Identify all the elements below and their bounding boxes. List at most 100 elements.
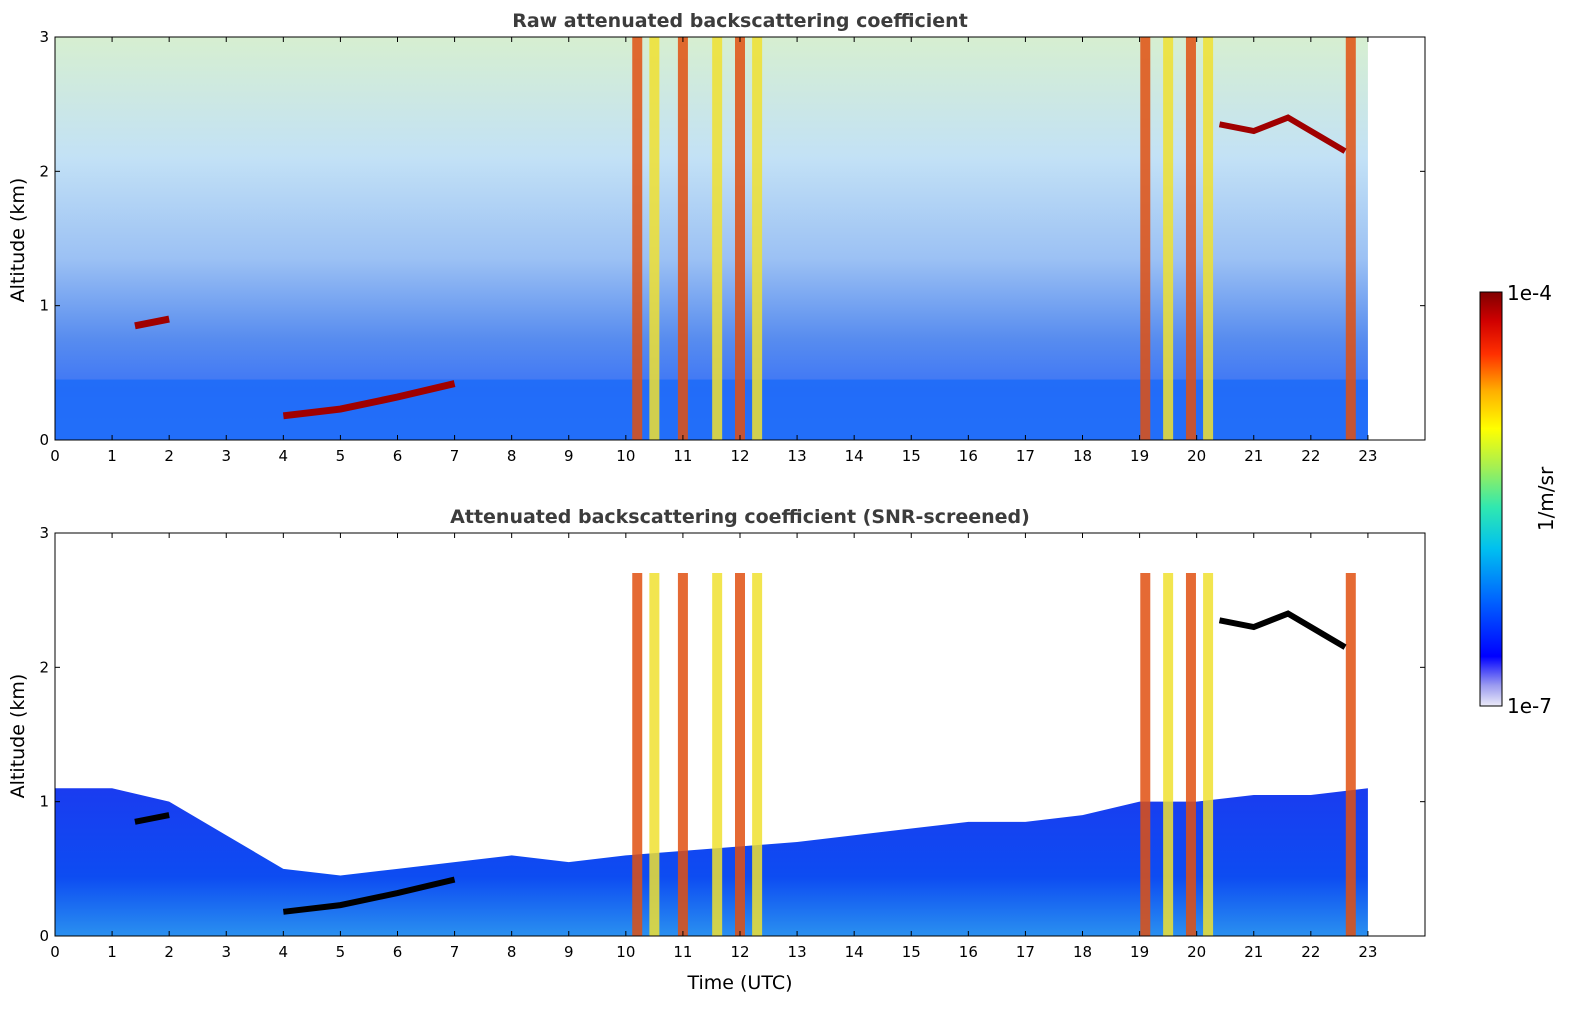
precip-column bbox=[1345, 573, 1356, 936]
colorbar-gradient bbox=[1479, 291, 1503, 707]
x-axis: 0 1 2 3 4 5 6 7 8 9 10 11 12 13 14 15 16 17 18 19 20 21 22 23 bbox=[50, 533, 1377, 961]
x-tick-label: 19 bbox=[1130, 447, 1149, 465]
precip-column bbox=[712, 573, 723, 936]
x-tick-label: 1 bbox=[107, 943, 117, 961]
x-tick-label: 4 bbox=[279, 447, 289, 465]
x-tick-label: 15 bbox=[902, 447, 921, 465]
precip-column bbox=[1345, 37, 1356, 440]
precip-column bbox=[735, 573, 745, 936]
x-tick-label: 21 bbox=[1244, 447, 1263, 465]
x-tick-label: 17 bbox=[1016, 447, 1035, 465]
x-tick-label: 9 bbox=[564, 943, 574, 961]
precip-column bbox=[1185, 573, 1196, 936]
x-tick-label: 6 bbox=[393, 943, 403, 961]
x-tick-label: 14 bbox=[845, 447, 864, 465]
precip-column bbox=[649, 573, 660, 936]
x-axis: 0 1 2 3 4 5 6 7 8 9 10 11 12 13 14 15 16 17 18 19 20 21 22 23 bbox=[50, 37, 1377, 465]
precip-column bbox=[1203, 37, 1214, 440]
cloud-layer-upper bbox=[1218, 610, 1347, 650]
x-tick-label: 9 bbox=[564, 447, 574, 465]
x-tick-label: 10 bbox=[616, 943, 635, 961]
x-tick-label: 2 bbox=[164, 447, 174, 465]
cloud-layer-upper bbox=[1218, 114, 1347, 154]
y-tick-label: 1 bbox=[39, 297, 49, 315]
colorbar-max-label: 1e-4 bbox=[1507, 281, 1552, 305]
y-tick-label: 0 bbox=[39, 431, 49, 449]
y-tick-label: 0 bbox=[39, 927, 49, 945]
cloud-layer-2 bbox=[282, 876, 456, 915]
x-tick-label: 11 bbox=[673, 447, 692, 465]
precip-column bbox=[677, 37, 688, 440]
cloud-layer-2 bbox=[282, 380, 456, 420]
precip-column bbox=[1185, 37, 1196, 440]
colorbar-min-label: 1e-7 bbox=[1507, 694, 1552, 718]
x-tick-label: 20 bbox=[1187, 447, 1206, 465]
colorbar-unit-label: 1/m/sr bbox=[1534, 466, 1558, 531]
precip-column bbox=[1140, 573, 1151, 936]
y-tick-label: 3 bbox=[39, 28, 49, 46]
x-tick-label: 10 bbox=[616, 447, 635, 465]
x-tick-label: 7 bbox=[450, 943, 460, 961]
y-axis: 0 1 2 3 bbox=[39, 28, 1425, 449]
precip-column bbox=[1163, 573, 1174, 936]
x-tick-label: 6 bbox=[393, 447, 403, 465]
precip-column bbox=[1163, 37, 1174, 440]
x-tick-label: 21 bbox=[1244, 943, 1263, 961]
x-tick-label: 2 bbox=[164, 943, 174, 961]
panel-screened-backscatter: Attenuated backscattering coefficient (S… bbox=[7, 506, 1426, 994]
x-tick-label: 18 bbox=[1073, 447, 1092, 465]
x-tick-label: 7 bbox=[450, 447, 460, 465]
x-tick-label: 13 bbox=[788, 447, 807, 465]
x-tick-label: 17 bbox=[1016, 943, 1035, 961]
x-tick-label: 19 bbox=[1130, 943, 1149, 961]
panel-title: Raw attenuated backscattering coefficien… bbox=[512, 10, 968, 32]
y-axis-label: Altitude (km) bbox=[7, 674, 29, 799]
x-tick-label: 12 bbox=[730, 943, 749, 961]
colorbar: 1e-4 1e-7 1/m/sr bbox=[1479, 281, 1558, 718]
heatmap-raw bbox=[55, 37, 1368, 440]
y-tick-label: 2 bbox=[39, 658, 49, 676]
x-tick-label: 15 bbox=[902, 943, 921, 961]
x-tick-label: 20 bbox=[1187, 943, 1206, 961]
precip-column bbox=[752, 37, 763, 440]
x-tick-label: 14 bbox=[845, 943, 864, 961]
x-tick-label: 23 bbox=[1358, 447, 1377, 465]
panel-raw-backscatter: Raw attenuated backscattering coefficien… bbox=[7, 10, 1426, 465]
x-tick-label: 23 bbox=[1358, 943, 1377, 961]
x-axis-label: Time (UTC) bbox=[686, 972, 792, 994]
x-tick-label: 18 bbox=[1073, 943, 1092, 961]
y-tick-label: 2 bbox=[39, 162, 49, 180]
precip-column bbox=[1203, 573, 1214, 936]
x-tick-label: 8 bbox=[507, 447, 517, 465]
x-tick-label: 8 bbox=[507, 943, 517, 961]
precip-column bbox=[677, 573, 688, 936]
x-tick-label: 22 bbox=[1301, 447, 1320, 465]
precip-column bbox=[649, 37, 660, 440]
y-tick-label: 1 bbox=[39, 793, 49, 811]
x-tick-label: 0 bbox=[50, 447, 60, 465]
x-tick-label: 11 bbox=[673, 943, 692, 961]
x-tick-label: 1 bbox=[107, 447, 117, 465]
x-tick-label: 4 bbox=[279, 943, 289, 961]
x-tick-label: 16 bbox=[959, 943, 978, 961]
x-tick-label: 5 bbox=[336, 943, 346, 961]
panel-title: Attenuated backscattering coefficient (S… bbox=[450, 506, 1030, 528]
precip-column bbox=[712, 37, 723, 440]
x-tick-label: 3 bbox=[221, 447, 231, 465]
precip-column bbox=[735, 37, 745, 440]
y-tick-label: 3 bbox=[39, 524, 49, 542]
precip-column bbox=[1140, 37, 1151, 440]
x-tick-label: 3 bbox=[221, 943, 231, 961]
x-tick-label: 0 bbox=[50, 943, 60, 961]
precip-column bbox=[632, 37, 643, 440]
heatmap-screened bbox=[55, 573, 1368, 936]
x-tick-label: 16 bbox=[959, 447, 978, 465]
x-tick-label: 13 bbox=[788, 943, 807, 961]
cloud-layer-1 bbox=[134, 812, 170, 825]
precip-column bbox=[632, 573, 643, 936]
x-tick-label: 5 bbox=[336, 447, 346, 465]
x-tick-label: 12 bbox=[730, 447, 749, 465]
precip-column bbox=[752, 573, 763, 936]
y-axis-label: Altitude (km) bbox=[7, 178, 29, 303]
